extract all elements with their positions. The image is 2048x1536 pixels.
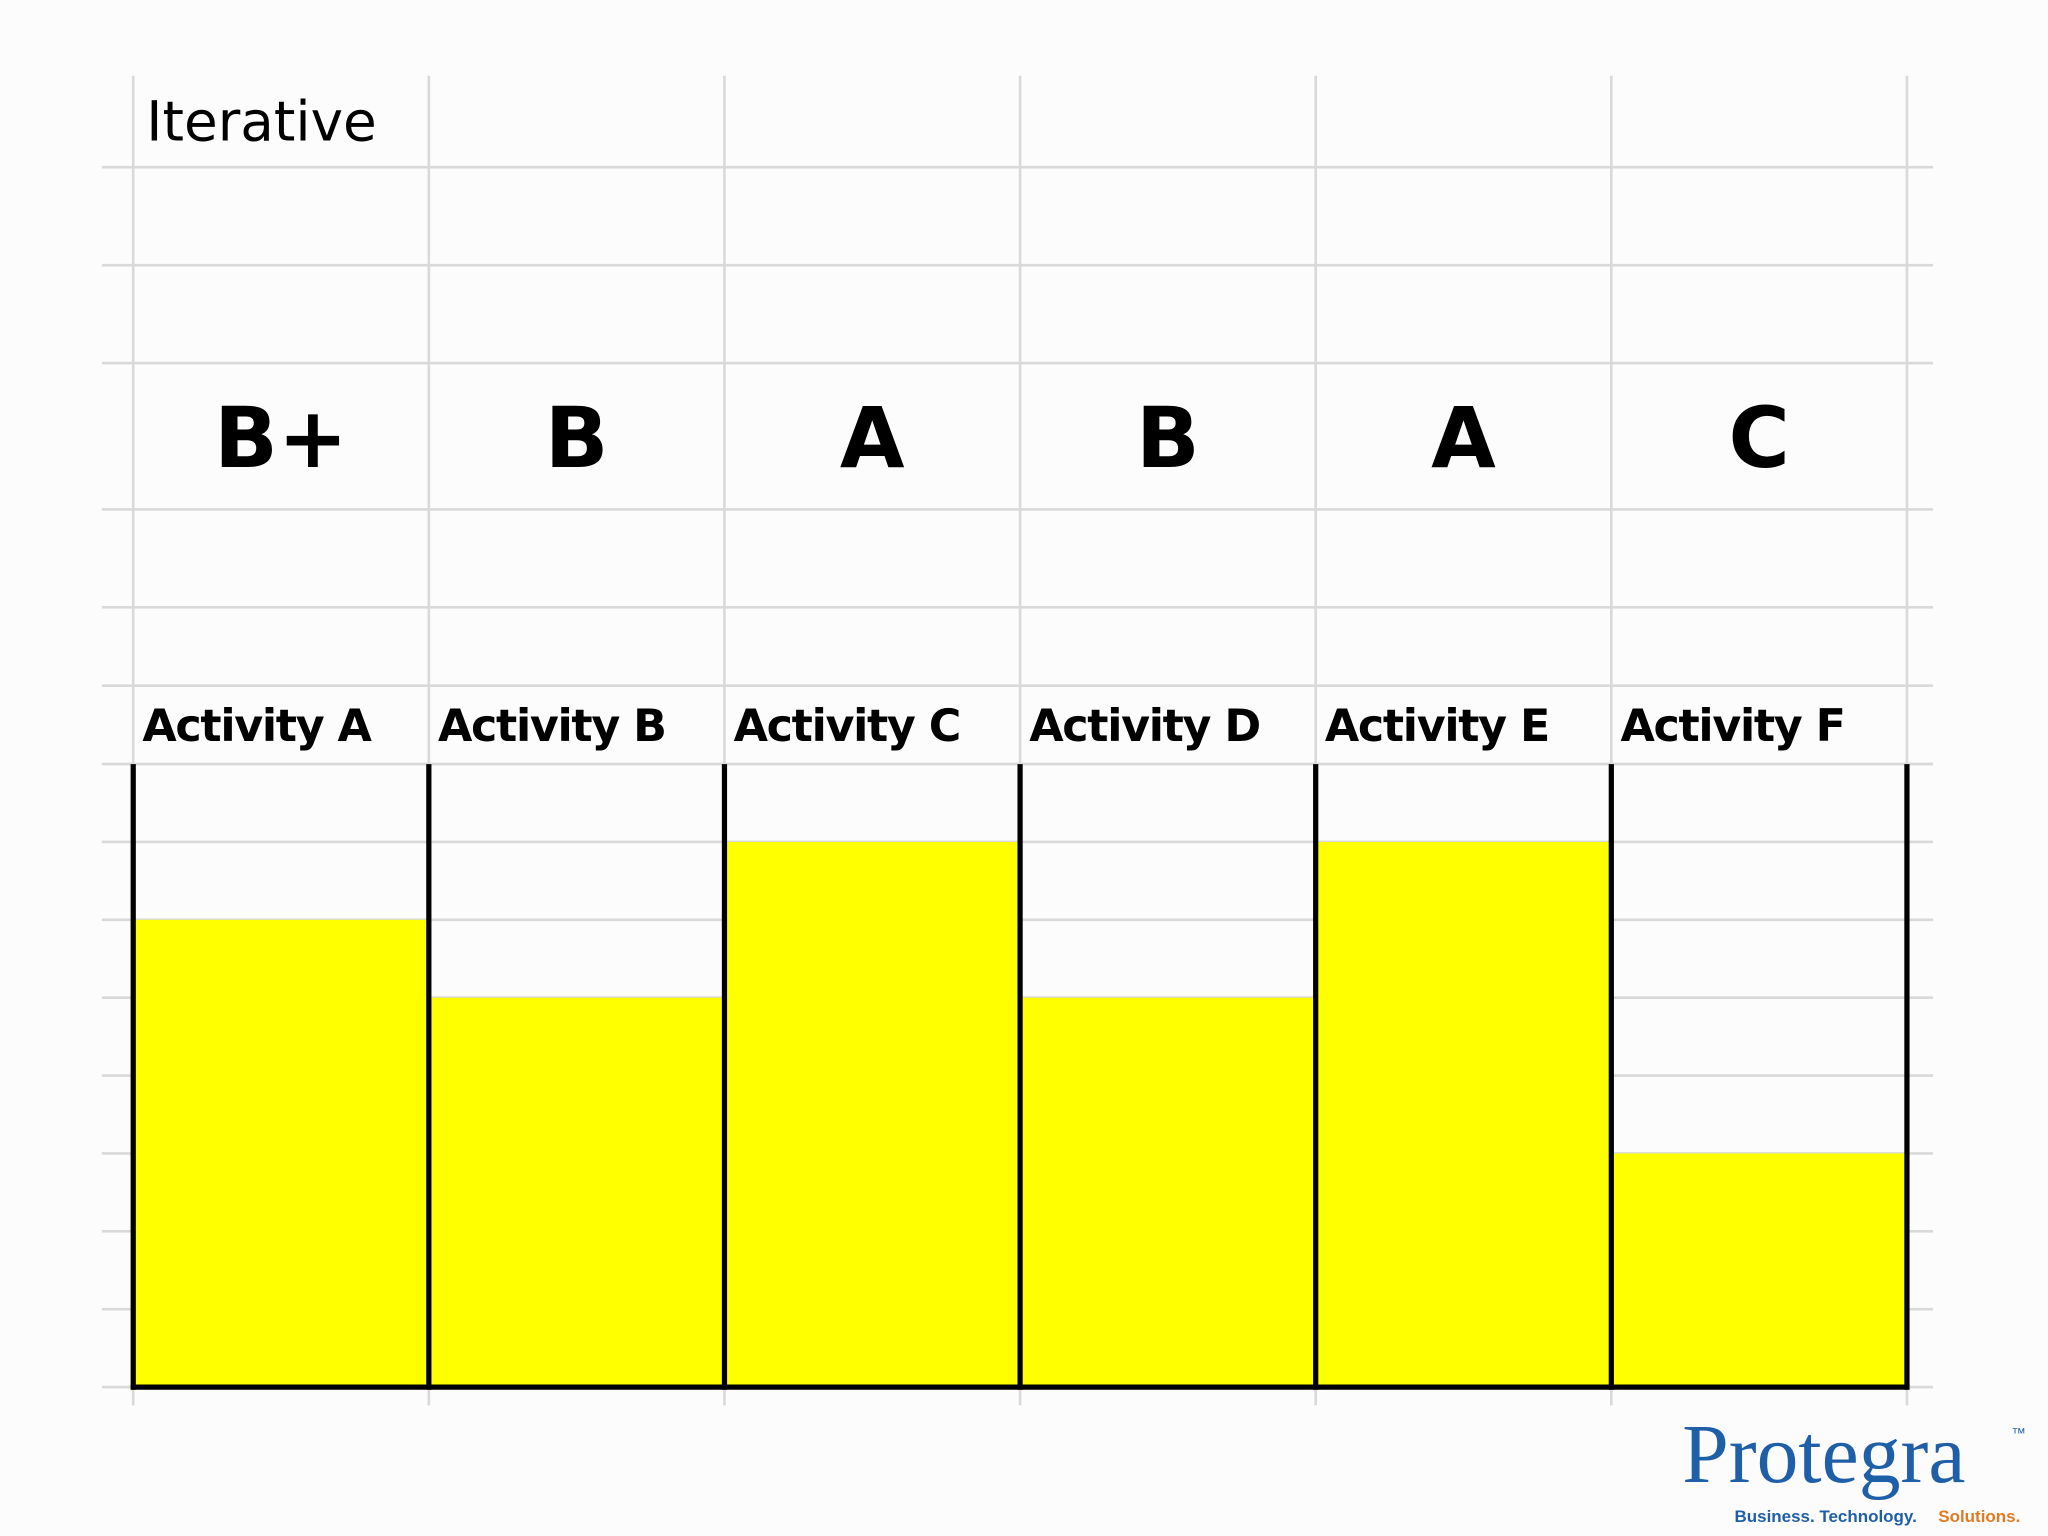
frame: [130, 764, 1910, 1390]
category-label: Activity A: [142, 701, 372, 752]
bar: [1315, 841, 1612, 1388]
logo-tagline: Business. Technology.: [1735, 1507, 1917, 1526]
grade-label: A: [1431, 389, 1496, 487]
category-label: Activity E: [1325, 701, 1549, 752]
bar: [428, 997, 725, 1388]
labels: B+ Activity A B Activity B A Activity C B Activ…: [142, 389, 1846, 752]
grade-label: B: [545, 389, 609, 487]
bars: [133, 841, 1907, 1388]
logo-trademark: ™: [2011, 1426, 2025, 1442]
bar: [724, 841, 1021, 1388]
chart-title: Iterative: [146, 90, 377, 154]
grade-label: B: [1136, 389, 1200, 487]
grade-label: C: [1728, 389, 1789, 487]
logo-tagline-end: Solutions.: [1938, 1507, 2020, 1526]
category-label: Activity D: [1029, 701, 1260, 752]
category-label: Activity B: [438, 701, 666, 752]
grade-label: A: [840, 389, 905, 487]
bar: [1020, 997, 1316, 1388]
category-label: Activity F: [1620, 701, 1844, 752]
bar: [1611, 1153, 1907, 1388]
category-label: Activity C: [734, 701, 960, 752]
bar: [133, 919, 429, 1388]
logo-name: Protegra: [1682, 1409, 1965, 1501]
grade-label: B+: [214, 389, 348, 487]
